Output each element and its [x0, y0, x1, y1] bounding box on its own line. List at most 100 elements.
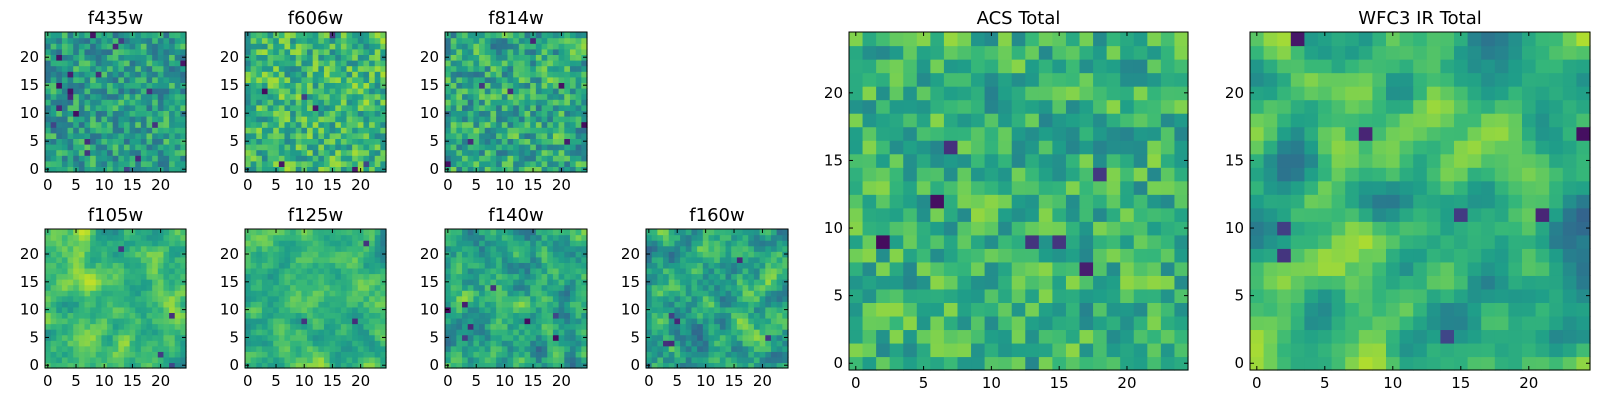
heatmap-cell — [558, 256, 565, 263]
heatmap-cell — [1038, 207, 1053, 222]
heatmap-cell — [456, 362, 463, 369]
heatmap-cell — [889, 248, 904, 263]
heatmap-cell — [123, 48, 131, 55]
heatmap-cell — [702, 301, 710, 308]
heatmap-cell — [1065, 342, 1081, 358]
axes-frame — [444, 31, 588, 173]
heatmap-cell — [646, 301, 653, 308]
heatmap-cell — [569, 323, 577, 330]
heatmap-cell — [295, 166, 302, 173]
heatmap-cell — [1106, 302, 1121, 317]
heatmap-cell — [1038, 261, 1053, 276]
heatmap-cell — [123, 76, 131, 83]
heatmap-cell — [849, 221, 864, 236]
heatmap-cell — [312, 329, 319, 336]
heatmap-cell — [267, 65, 274, 72]
heatmap-cell — [369, 32, 376, 39]
heatmap-cell — [1052, 356, 1067, 371]
heatmap-cell — [552, 240, 560, 247]
heatmap-cell — [530, 295, 537, 302]
heatmap-cell — [374, 99, 381, 106]
heatmap-cell — [708, 334, 715, 341]
heatmap-cell — [445, 132, 452, 139]
heatmap-cell — [547, 32, 554, 39]
heatmap-cell — [374, 160, 381, 167]
heatmap-cell — [685, 234, 693, 241]
heatmap-cell — [657, 356, 664, 364]
heatmap-cell — [56, 351, 63, 358]
heatmap-cell — [256, 110, 263, 117]
heatmap-cell — [101, 351, 108, 358]
heatmap-cell — [163, 93, 170, 100]
heatmap-cell — [719, 273, 727, 280]
heatmap-cell — [490, 138, 497, 145]
heatmap-cell — [490, 93, 497, 100]
heatmap-cell — [971, 153, 986, 168]
heatmap-cell — [101, 43, 108, 50]
heatmap-cell — [930, 248, 945, 263]
heatmap-cell — [862, 261, 877, 276]
heatmap-cell — [84, 273, 91, 280]
heatmap-cell — [84, 329, 91, 336]
heatmap-cell — [889, 275, 904, 290]
heatmap-cell — [67, 132, 74, 139]
heatmap-cell — [467, 144, 474, 151]
heatmap-cell — [323, 65, 331, 72]
heatmap-cell — [135, 144, 142, 151]
heatmap-cell — [295, 88, 302, 95]
heatmap-cell — [73, 323, 80, 330]
heatmap-cell — [450, 306, 457, 313]
heatmap-cell — [943, 275, 959, 290]
heatmap-cell — [674, 240, 681, 247]
heatmap-cell — [450, 37, 457, 44]
heatmap-cell — [335, 155, 342, 162]
heatmap-cell — [547, 295, 554, 302]
heatmap-cell — [1038, 315, 1053, 331]
heatmap-cell — [169, 149, 176, 156]
heatmap-cell — [84, 104, 91, 111]
heatmap-cell — [169, 160, 176, 167]
heatmap-cell — [1120, 261, 1135, 276]
heatmap-cell — [467, 149, 474, 156]
heatmap-cell — [702, 251, 710, 258]
heatmap-cell — [1120, 342, 1135, 358]
heatmap-cell — [295, 334, 302, 341]
heatmap-cell — [318, 290, 325, 297]
heatmap-cell — [552, 323, 560, 330]
heatmap-cell — [101, 245, 108, 252]
heatmap-cell — [374, 334, 381, 341]
heatmap-cell — [61, 329, 69, 336]
heatmap-cell — [518, 295, 526, 302]
heatmap-cell — [174, 312, 181, 319]
heatmap-cell — [725, 279, 732, 286]
heatmap-cell — [261, 312, 269, 319]
heatmap-cell — [535, 43, 543, 50]
heatmap-cell — [984, 167, 999, 182]
heatmap-cell — [479, 71, 486, 78]
heatmap-cell — [318, 267, 325, 275]
heatmap-cell — [123, 240, 131, 247]
heatmap-cell — [180, 71, 187, 78]
x-tick-label: 5 — [471, 372, 481, 390]
heatmap-cell — [943, 194, 959, 209]
heatmap-cell — [90, 351, 97, 358]
heatmap-cell — [157, 43, 165, 50]
heatmap-cell — [329, 110, 336, 117]
heatmap-cell — [501, 71, 509, 78]
heatmap-cell — [290, 116, 297, 123]
heatmap-cell — [646, 284, 653, 291]
heatmap-cell — [765, 323, 772, 330]
heatmap-cell — [369, 356, 376, 364]
heatmap-cell — [318, 110, 325, 117]
heatmap-cell — [524, 160, 531, 167]
heatmap-cell — [73, 43, 80, 50]
heatmap-cell — [374, 273, 381, 280]
heatmap-cell — [450, 290, 457, 297]
heatmap-cell — [518, 284, 526, 291]
heatmap-cell — [357, 48, 365, 55]
heatmap-cell — [301, 290, 308, 297]
heatmap-cell — [1052, 248, 1067, 263]
heatmap-cell — [496, 240, 503, 247]
heatmap-cell — [657, 240, 664, 247]
heatmap-cell — [146, 48, 153, 55]
